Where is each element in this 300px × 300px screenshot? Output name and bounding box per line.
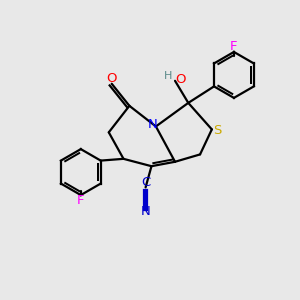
- Text: N: N: [141, 205, 151, 218]
- Text: C: C: [141, 176, 150, 189]
- Text: O: O: [106, 72, 116, 85]
- Text: S: S: [214, 124, 222, 137]
- Text: H: H: [164, 71, 173, 81]
- Text: N: N: [148, 118, 157, 131]
- Text: F: F: [77, 194, 85, 207]
- Text: F: F: [230, 40, 238, 53]
- Text: O: O: [175, 73, 186, 86]
